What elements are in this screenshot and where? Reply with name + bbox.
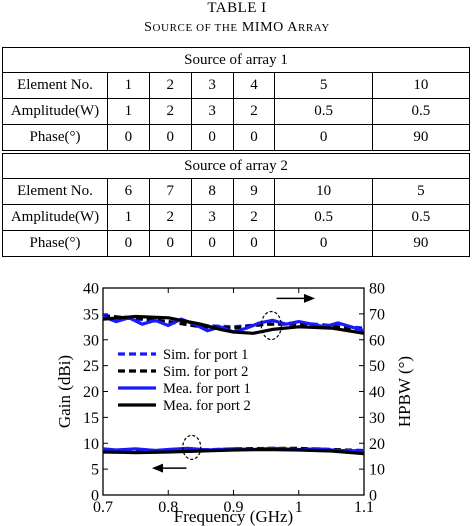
table-cell: 0 [274,124,373,151]
y2-tick-label: 10 [369,462,385,479]
table-cell: 6 [107,178,150,205]
y2-tick-label: 20 [369,436,385,453]
gain-hpbw-chart: 0.7 0.8 0.9 1 1.1051015202530354001020304050… [55,281,414,526]
table-cell: 3 [190,72,234,99]
table-cell: 0 [232,230,276,257]
x-tick-label: 1 [295,499,303,516]
y2-tick-label: 0 [369,488,377,505]
table-cell: 10 [371,72,471,99]
table-cell: 0 [232,124,276,151]
table-cell: 3 [190,204,234,231]
y-axis-label: Gain (dBi) [55,355,74,428]
legend-label: Mea. for port 1 [163,381,251,397]
y2-tick-label: 70 [369,306,385,323]
x-tick-label: 1.1 [354,499,374,516]
table-cell: 0 [190,124,234,151]
caption-prefix: S [144,20,153,35]
table-cell: 0.5 [274,204,373,231]
row-label: Phase(°) [2,124,108,151]
table-cell: 2 [148,204,192,231]
y2-axis-label: HPBW (°) [395,356,414,427]
group-title: Source of array 1 [2,47,470,73]
table-cell: 0 [107,230,150,257]
table-cell: 90 [371,124,471,151]
table-cell: 5 [371,178,471,205]
hpbw-arrow-head [303,293,316,303]
table-cell: 0 [148,230,192,257]
y-tick-label: 35 [83,306,99,323]
table-cell: 0.5 [274,98,373,125]
y-tick-label: 15 [83,410,99,427]
legend-label: Mea. for port 2 [163,398,251,414]
table-cell: 0 [107,124,150,151]
legend-label: Sim. for port 1 [163,347,248,363]
table-cell: 90 [371,230,471,257]
caption-main: MIMO A [241,20,298,35]
table-cell: 10 [274,178,373,205]
legend-label: Sim. for port 2 [163,364,248,380]
caption-small-caps-2: RRAY [297,22,330,34]
y-tick-label: 5 [91,462,99,479]
y2-tick-label: 60 [369,332,385,349]
table-cell: 2 [148,72,192,99]
y-tick-label: 30 [83,332,99,349]
table-cell: 0 [274,230,373,257]
source-table: Source of array 1 Element No. 1 2 3 4 5 … [2,47,471,257]
row-label: Amplitude(W) [2,98,108,125]
table-cell: 9 [232,178,276,205]
row-label: Element No. [2,72,108,99]
table-cell: 0.5 [371,98,471,125]
row-label: Amplitude(W) [2,204,108,231]
y2-tick-label: 30 [369,410,385,427]
x-tick-label: 0.8 [158,499,178,516]
table-cell: 2 [232,204,276,231]
table-cell: 8 [190,178,234,205]
table-cell: 4 [232,72,276,99]
hpbw-line-mea-for-port-2 [102,314,365,335]
table-cell: 3 [190,98,234,125]
y-tick-label: 0 [91,488,99,505]
group-title: Source of array 2 [2,153,470,179]
x-axis-label: Frequency (GHz) [174,507,293,526]
gain-group-circle [182,434,202,460]
y2-tick-label: 50 [369,358,385,375]
gain-line-mea-for-port-2 [102,447,365,456]
table-cell: 0 [148,124,192,151]
table-cell: 1 [107,72,150,99]
x-tick-label: 0.7 [93,499,113,516]
table-cell: 0 [190,230,234,257]
table-caption: SOURCE OF THE MIMO ARRAY [0,20,474,36]
table-cell: 5 [274,72,373,99]
row-label: Phase(°) [2,230,108,257]
table-label: TABLE I [207,0,267,16]
table-cell: 1 [107,204,150,231]
table-cell: 7 [148,178,192,205]
caption-small-caps: OURCE OF THE [152,22,238,34]
y-tick-label: 25 [83,358,99,375]
table-cell: 2 [232,98,276,125]
table-cell: 0.5 [371,204,471,231]
row-label: Element No. [2,178,108,205]
table-cell: 2 [148,98,192,125]
x-tick-label: 0.9 [224,499,244,516]
y2-tick-label: 80 [369,281,385,298]
table-cell: 1 [107,98,150,125]
y-tick-label: 20 [83,384,99,401]
hpbw-group-circle [260,310,282,341]
y-tick-label: 40 [83,281,99,298]
gain-arrow-head [151,463,164,473]
y-tick-label: 10 [83,436,99,453]
y2-tick-label: 40 [369,384,385,401]
